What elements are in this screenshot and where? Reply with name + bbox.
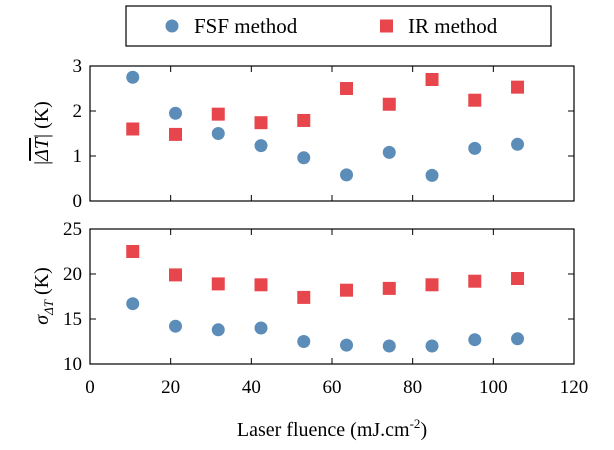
x-axis-label-suffix: ) [420,419,427,441]
point-ir-top [254,116,268,130]
point-fsf-top [511,137,525,151]
panel-top-ylabel-text: |ΔT| (K) [31,101,53,165]
y-tick-label-top: 3 [73,56,83,77]
panel-bottom-ylabel-text: σΔT (K) [31,267,56,325]
point-fsf-bottom [425,339,439,353]
legend-label-ir: IR method [408,14,498,38]
point-ir-bottom [126,245,140,258]
panel-bottom-ylabel: σΔT (K) [31,267,56,325]
x-tick-labels: 0 20 40 60 80 100 120 [85,377,588,398]
point-fsf-bottom [382,339,396,353]
sigma-symbol: σ [31,314,53,325]
x-tick-label: 0 [85,377,95,398]
point-ir-top [382,97,396,111]
delta-t-overline: ΔT [31,136,53,162]
x-tick-label: 20 [161,377,180,398]
panel-top-xticks [89,66,575,201]
point-fsf-top [382,145,396,159]
y-tick-label-bottom: 25 [63,219,82,240]
y-tick-label-bottom: 15 [63,309,82,330]
y-tick-label-top: 0 [73,191,83,212]
x-tick-label: 60 [323,377,342,398]
point-fsf-bottom [511,332,525,346]
x-tick-label: 80 [403,377,422,398]
point-ir-bottom [425,278,439,292]
point-fsf-bottom [126,297,140,311]
point-fsf-top [468,141,482,155]
legend-box [125,5,552,47]
point-fsf-bottom [340,338,354,352]
y-tick-label-top: 1 [73,146,83,167]
point-ir-bottom [511,272,525,285]
point-fsf-top [254,139,268,153]
legend-marker-fsf [165,19,179,33]
point-ir-top [425,73,439,86]
panel-top-frame [89,65,575,202]
point-ir-bottom [340,283,354,297]
point-ir-bottom [297,290,311,304]
point-ir-top [340,82,354,95]
point-fsf-top [297,151,311,165]
point-ir-top [297,113,311,127]
point-ir-bottom [382,281,396,295]
panel-bottom-points [126,245,525,353]
point-ir-top [126,122,140,136]
sigma-subscript: ΔT [41,299,56,316]
x-axis-label-sup: -2 [410,416,421,431]
point-fsf-bottom [254,321,268,335]
sigma-unit: (K) [31,267,53,300]
point-fsf-bottom [297,335,311,348]
x-axis-label-main: Laser fluence (mJ.cm [237,419,410,441]
panel-bottom-yticks: 10 15 20 25 [63,219,574,375]
panel-bottom: 10 15 20 25 σΔT (K) 0 20 40 60 80 100 120 [31,219,588,398]
point-fsf-top [425,168,439,182]
legend-label-fsf: FSF method [194,14,298,38]
x-tick-label: 40 [242,377,261,398]
y-tick-label-bottom: 20 [63,264,82,285]
x-tick-label: 120 [560,377,589,398]
point-ir-bottom [468,274,482,288]
abs-bar-left: | [31,161,53,165]
panel-bottom-frame [89,228,575,365]
point-ir-top [211,107,225,121]
panel-top-ylabel: |ΔT| (K) [31,101,53,165]
panel-top-yticks: 0 1 2 3 [73,56,574,212]
point-fsf-bottom [169,319,183,333]
point-ir-top [468,93,482,107]
point-ir-top [511,80,525,94]
abs-bar-right: | (K) [31,101,53,138]
point-fsf-bottom [468,333,482,347]
point-fsf-top [211,127,225,140]
point-ir-bottom [169,268,183,282]
panel-bottom-xticks [89,229,575,364]
point-fsf-top [340,168,354,182]
panel-top-points [126,70,525,182]
point-ir-bottom [254,278,268,292]
point-ir-bottom [211,277,225,291]
x-axis-label: Laser fluence (mJ.cm-2) [237,416,427,441]
legend-marker-ir [380,19,393,33]
point-fsf-top [126,70,140,84]
point-fsf-bottom [211,323,225,337]
point-ir-top [169,127,183,141]
panel-top: 0 1 2 3 |ΔT| (K) [31,56,575,212]
x-tick-label: 100 [479,377,508,398]
point-fsf-top [169,106,183,120]
y-tick-label-bottom: 10 [63,354,82,375]
y-tick-label-top: 2 [73,101,83,122]
legend: FSF method IR method [125,5,552,47]
